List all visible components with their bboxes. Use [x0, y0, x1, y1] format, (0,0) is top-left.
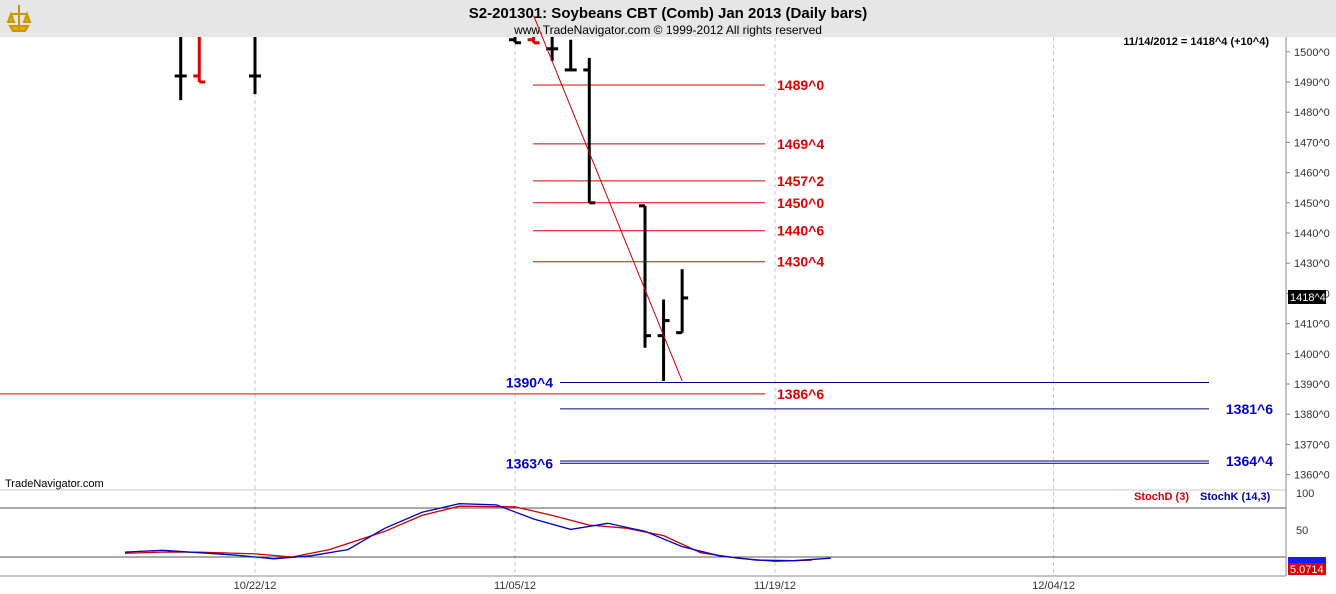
x-tick-label: 10/22/12 — [234, 580, 277, 592]
date-axis: 10/22/12 11/05/12 11/19/12 12/04/12 — [234, 580, 1075, 592]
level-label: 1390^4 — [506, 374, 553, 390]
stoch-tick-label: 100 — [1296, 488, 1314, 500]
stochd-line — [124, 505, 813, 562]
level-label: 1457^2 — [777, 173, 824, 189]
y-tick-label: 1440^0 — [1294, 228, 1330, 240]
trend-lines — [533, 15, 683, 382]
ohlc-bar — [527, 37, 540, 45]
ohlc-bar — [193, 37, 206, 84]
x-tick-label: 11/05/12 — [494, 580, 536, 592]
y-tick-label: 1380^0 — [1294, 409, 1330, 421]
current-price-tag: 1418^4 — [1288, 290, 1326, 304]
stochk-line — [124, 503, 831, 562]
watermark: TradeNavigator.com — [5, 478, 104, 490]
trend-line — [533, 15, 683, 382]
level-label: 1469^4 — [777, 136, 824, 152]
stochastic-panel: StochD (3) StochK (14,3) — [0, 489, 1286, 562]
chart-title: S2-201301: Soybeans CBT (Comb) Jan 2013 … — [469, 5, 867, 22]
level-label: 1364^4 — [1226, 453, 1273, 469]
y-tick-label: 1390^0 — [1294, 379, 1330, 391]
ohlc-bar — [676, 269, 689, 335]
svg-text:1418^4: 1418^4 — [1290, 292, 1326, 304]
y-tick-label: 1470^0 — [1294, 137, 1330, 149]
price-bars — [174, 37, 689, 381]
price-panel: 1489^0 1469^4 1457^2 1450^0 1440^6 1430^4 1386… — [0, 15, 1286, 576]
ohlc-bar — [174, 37, 187, 101]
ohlc-bar — [639, 204, 651, 348]
copyright-text: www.TradeNavigator.com © 1999-2012 All r… — [513, 23, 822, 37]
level-label: 1386^6 — [777, 386, 824, 402]
stochastic-axis: 100 50 — [1296, 488, 1314, 537]
y-tick-label: 1400^0 — [1294, 349, 1330, 361]
legend-stochk: StochK (14,3) — [1200, 491, 1271, 503]
level-label: 1381^6 — [1226, 401, 1273, 417]
x-tick-label: 11/19/12 — [754, 580, 796, 592]
ohlc-bar — [564, 39, 577, 72]
price-levels: 1489^0 1469^4 1457^2 1450^0 1440^6 1430^4 1386… — [0, 77, 1273, 471]
stoch-value-tag: 5.0714 — [1288, 557, 1326, 576]
legend-stochd: StochD (3) — [1134, 491, 1189, 503]
logo-icon[interactable] — [2, 2, 36, 34]
ohlc-bar — [249, 37, 261, 95]
level-label: 1489^0 — [777, 77, 824, 93]
ohlc-bar — [657, 299, 670, 381]
level-label: 1450^0 — [777, 195, 824, 211]
ohlc-bar — [509, 37, 521, 45]
y-tick-label: 1500^0 — [1294, 47, 1330, 59]
level-label: 1430^4 — [777, 254, 824, 270]
y-tick-label: 1430^0 — [1294, 258, 1330, 270]
level-label: 1363^6 — [506, 455, 553, 471]
level-label: 1440^6 — [777, 223, 824, 239]
y-tick-label: 1490^0 — [1294, 77, 1330, 89]
title-bar — [0, 0, 1336, 37]
ohlc-bar — [583, 57, 596, 205]
quote-info: 11/14/2012 = 1418^4 (+10^4) — [1123, 36, 1269, 48]
price-grid — [254, 37, 1055, 576]
stoch-tick-label: 50 — [1296, 525, 1308, 537]
y-tick-label: 1360^0 — [1294, 470, 1330, 482]
y-tick-label: 1410^0 — [1294, 319, 1330, 331]
y-tick-label: 1450^0 — [1294, 198, 1330, 210]
y-tick-label: 1370^0 — [1294, 439, 1330, 451]
x-tick-label: 12/04/12 — [1032, 580, 1075, 592]
y-tick-label: 1480^0 — [1294, 107, 1330, 119]
stochastic-lines — [124, 503, 831, 562]
y-tick-label: 1460^0 — [1294, 168, 1330, 180]
svg-text:5.0714: 5.0714 — [1290, 564, 1324, 576]
